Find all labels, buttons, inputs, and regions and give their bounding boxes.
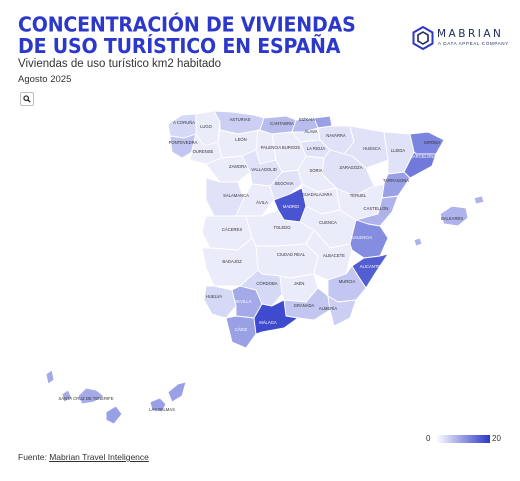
province-labels: A CORUÑA LUGO PONTEVEDRA OURENSE ASTURIA… [59,117,464,412]
label-soria: SORIA [309,168,322,173]
hexagon-logo-icon [412,26,434,50]
label-malaga: MÁLAGA [259,320,277,325]
label-huelva: HUELVA [206,294,222,299]
province-ciudad-real[interactable] [255,243,319,279]
label-burgos: BURGOS [282,145,300,150]
label-tarragona: TARRAGONA [383,178,409,183]
label-cantabria: CANTABRIA [270,121,294,126]
label-santa-cruz-de-tenerife: SANTA CRUZ DE TENERIFE [59,396,114,401]
province-cadiz[interactable] [225,315,257,349]
label-girona: GIRONA [424,140,441,145]
label-alava: ÁLAVA [305,129,318,134]
label-ourense: OURENSE [193,149,214,154]
legend-min-label: 0 [426,434,431,443]
label-pontevedra: PONTEVEDRA [169,140,198,145]
label-cuenca: CUENCA [319,220,337,225]
label-bizkaia: BIZKAIA [299,117,315,122]
label-albacete: ALBACETE [323,253,345,258]
label-valladolid: VALLADOLID [251,167,277,172]
label-almeria: ALMERÍA [319,306,338,311]
label-alicante: ALICANTE [360,264,381,269]
label-asturias: ASTURIAS [230,117,251,122]
label-guadalajara: GUADALAJARA [302,192,333,197]
search-icon [23,95,31,103]
province-baleares[interactable] [413,195,485,247]
label-zamora: ZAMORA [229,164,247,169]
label-la-rioja: LA RIOJA [307,146,326,151]
date-label: Agosto 2025 [18,74,72,85]
label-palencia: PALENCIA [261,145,282,150]
province-tarragona[interactable] [381,171,411,199]
province-santa-cruz-de-tenerife[interactable] [45,369,105,405]
logo-name: MABRIAN [437,28,504,40]
source-footer: Fuente: Mabrian Travel Inteligence [18,452,149,462]
province-albacete[interactable] [305,229,353,281]
page-title: CONCENTRACIÓN DE VIVIENDAS DE USO TURÍST… [18,12,356,59]
label-huesca: HUESCA [363,146,381,151]
search-button[interactable] [20,92,34,106]
label-navarra: NAVARRA [326,133,346,138]
label-zaragoza: ZARAGOZA [339,165,362,170]
label-murcia: MURCIA [339,279,356,284]
label-madrid: MADRID [283,204,300,209]
province-las-palmas[interactable] [105,381,187,425]
label-toledo: TOLEDO [273,225,291,230]
label-sevilla: SEVILLA [235,299,252,304]
label-jaen: JAÉN [294,281,305,286]
label-barcelona: BARCELONA [410,154,436,159]
source-link[interactable]: Mabrian Travel Inteligence [49,452,149,462]
mabrian-logo: MABRIAN A DATA APPEAL COMPANY [412,26,512,52]
label-lugo: LUGO [200,124,213,129]
label-baleares: BALEARES [441,216,463,221]
legend-max-label: 20 [492,434,501,443]
province-malaga[interactable] [253,299,299,335]
label-avila: ÁVILA [256,200,268,205]
province-huelva[interactable] [203,285,237,319]
logo-tagline: A DATA APPEAL COMPANY [438,41,509,46]
label-lleida: LLEIDA [391,148,406,153]
label-leon: LEÓN [235,137,246,142]
label-a-coruna: A CORUÑA [173,120,195,125]
label-valencia: VALENCIA [352,235,373,240]
label-segovia: SEGOVIA [275,181,294,186]
label-salamanca: SALAMANCA [223,193,249,198]
label-teruel: TERUEL [350,193,367,198]
province-a-coruna[interactable] [167,113,197,139]
label-caceres: CÁCERES [222,227,242,232]
label-castellon: CASTELLÓN [364,206,389,211]
label-las-palmas: LAS PALMAS [149,407,175,412]
label-ciudad-real: CIUDAD REAL [277,252,306,257]
label-badajoz: BADAJOZ [222,259,242,264]
legend-gradient-bar [436,435,490,443]
label-granada: GRANADA [294,303,315,308]
page-subtitle: Viviendas de uso turístico km2 habitado [18,58,222,70]
label-cordoba: CÓRDOBA [256,281,277,286]
source-prefix: Fuente: [18,452,50,462]
label-cadiz: CÁDIZ [235,327,248,332]
province-almeria[interactable] [327,295,357,327]
